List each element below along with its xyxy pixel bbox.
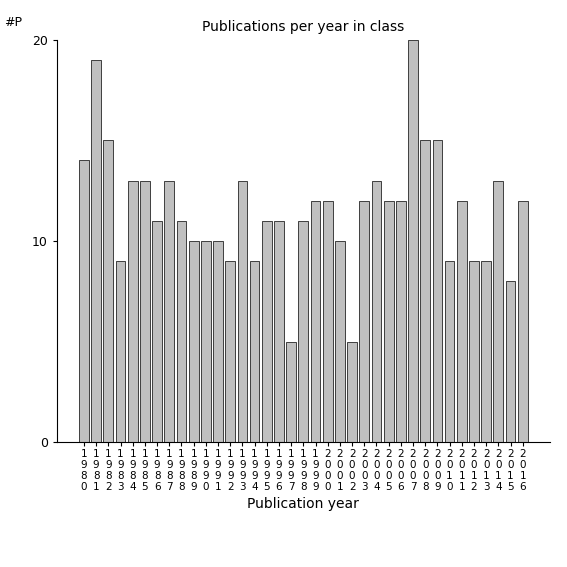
Bar: [335, 241, 345, 442]
Text: #P: #P: [4, 15, 22, 28]
Bar: [249, 261, 260, 442]
Bar: [225, 261, 235, 442]
X-axis label: Publication year: Publication year: [247, 497, 359, 511]
Bar: [445, 261, 455, 442]
Bar: [176, 221, 187, 442]
Bar: [79, 160, 89, 442]
Bar: [433, 141, 442, 442]
Bar: [189, 241, 198, 442]
Bar: [347, 341, 357, 442]
Bar: [493, 180, 503, 442]
Bar: [238, 180, 247, 442]
Bar: [457, 201, 467, 442]
Bar: [104, 141, 113, 442]
Title: Publications per year in class: Publications per year in class: [202, 20, 404, 35]
Bar: [201, 241, 211, 442]
Bar: [274, 221, 284, 442]
Bar: [384, 201, 393, 442]
Bar: [469, 261, 479, 442]
Bar: [91, 60, 101, 442]
Bar: [481, 261, 491, 442]
Bar: [298, 221, 308, 442]
Bar: [359, 201, 369, 442]
Bar: [420, 141, 430, 442]
Bar: [396, 201, 406, 442]
Bar: [506, 281, 515, 442]
Bar: [140, 180, 150, 442]
Bar: [164, 180, 174, 442]
Bar: [408, 40, 418, 442]
Bar: [323, 201, 333, 442]
Bar: [128, 180, 138, 442]
Bar: [286, 341, 296, 442]
Bar: [262, 221, 272, 442]
Bar: [371, 180, 382, 442]
Bar: [518, 201, 527, 442]
Bar: [116, 261, 125, 442]
Bar: [213, 241, 223, 442]
Bar: [152, 221, 162, 442]
Bar: [311, 201, 320, 442]
